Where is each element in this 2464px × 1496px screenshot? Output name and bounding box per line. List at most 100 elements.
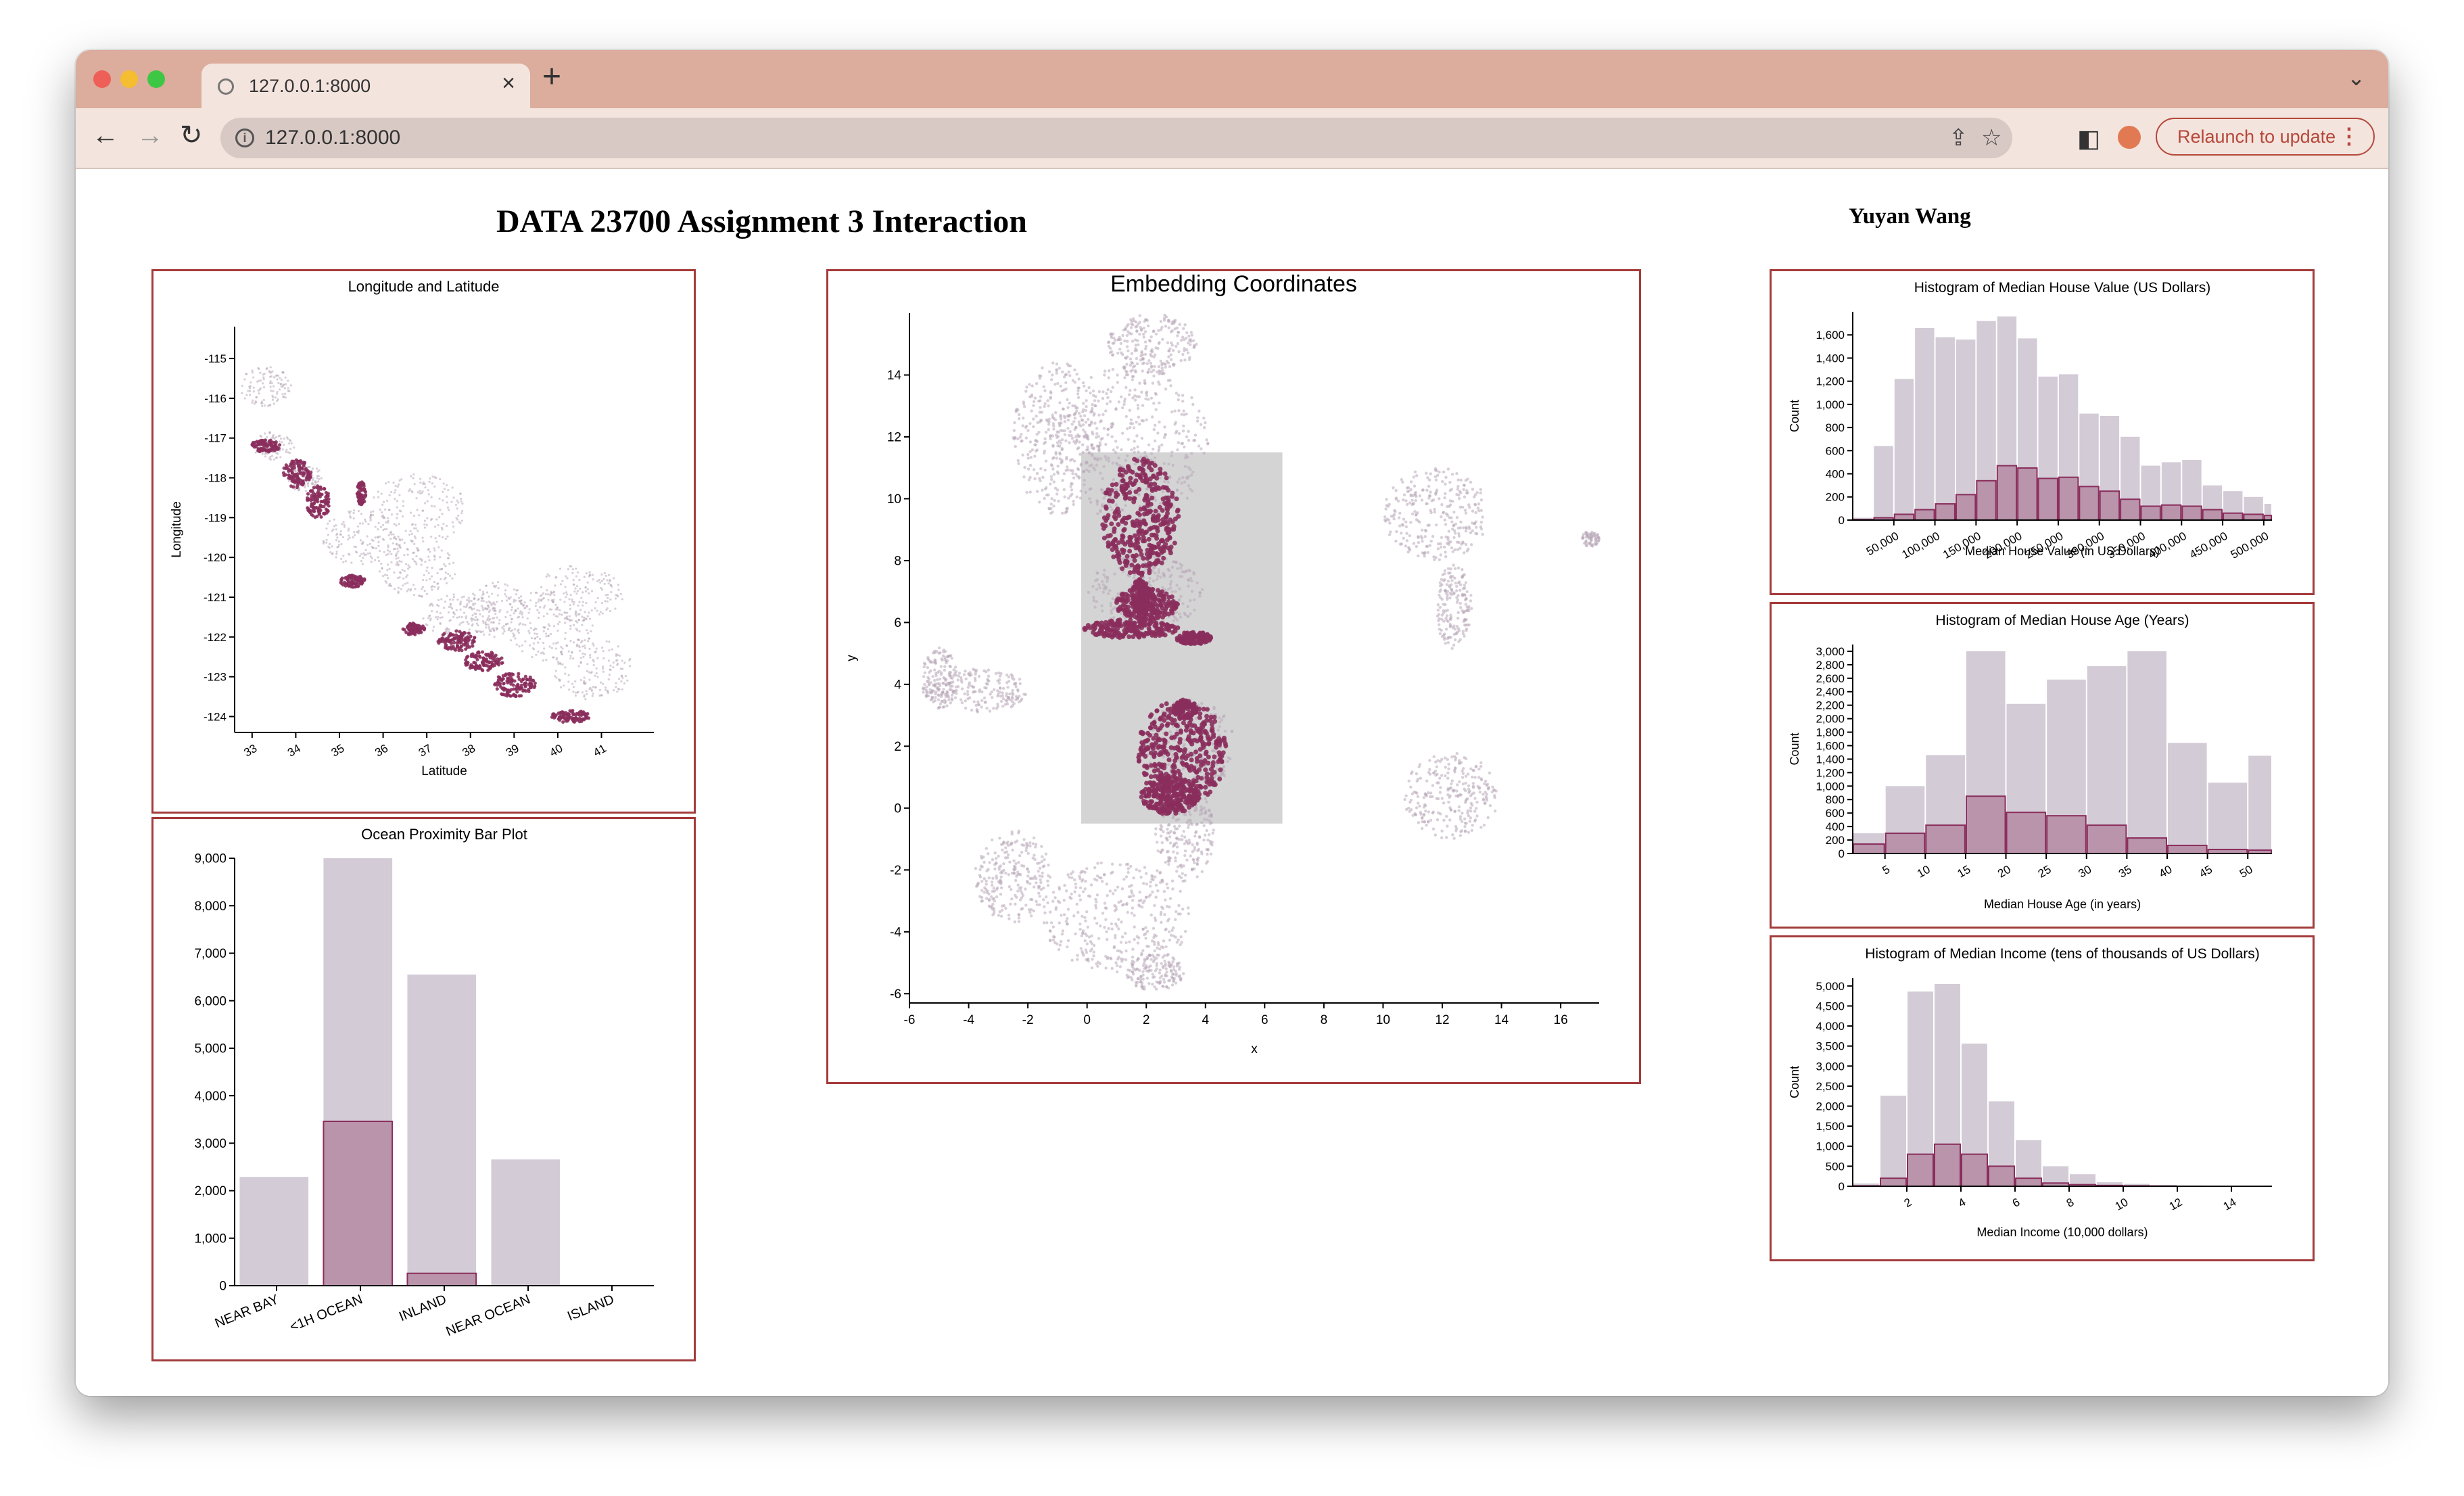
data-point <box>922 665 926 669</box>
x-tick-label: 37 <box>417 742 434 759</box>
data-point <box>505 599 508 602</box>
data-point <box>1191 402 1195 406</box>
zoom-window-button[interactable] <box>147 70 165 88</box>
data-point <box>1182 745 1185 749</box>
data-point <box>342 521 345 523</box>
data-point <box>288 390 291 393</box>
data-point <box>542 615 545 617</box>
data-point <box>564 637 567 640</box>
data-point <box>1014 698 1018 701</box>
data-point <box>1110 966 1114 971</box>
data-point <box>1054 908 1058 911</box>
data-point <box>1147 443 1151 447</box>
site-info-icon[interactable]: i <box>235 128 254 147</box>
address-bar[interactable]: i 127.0.0.1:8000 ⇪ ☆ <box>220 118 2012 158</box>
data-point <box>572 603 575 606</box>
data-point <box>325 541 328 544</box>
data-point <box>1187 341 1190 345</box>
data-point <box>1189 488 1192 491</box>
data-point <box>1143 340 1147 344</box>
data-point <box>1096 457 1099 461</box>
data-point <box>430 575 433 578</box>
data-point <box>282 383 285 386</box>
data-point <box>1129 357 1133 361</box>
data-point <box>1171 887 1175 891</box>
forward-arrow-icon[interactable]: → <box>137 120 164 150</box>
data-point <box>1074 435 1078 438</box>
data-point <box>1154 408 1158 411</box>
data-point <box>390 533 393 536</box>
data-point <box>343 523 346 526</box>
reload-icon[interactable]: ↻ <box>180 120 203 150</box>
data-point <box>1115 970 1119 974</box>
data-point <box>1101 590 1106 594</box>
selected-point <box>557 715 562 719</box>
data-point <box>1070 482 1074 486</box>
data-point <box>605 594 607 597</box>
data-point <box>1109 505 1112 509</box>
data-point <box>252 376 255 379</box>
data-point <box>1167 930 1171 934</box>
browser-tab[interactable]: 127.0.0.1:8000 × <box>202 64 530 108</box>
data-point <box>1177 477 1181 481</box>
tab-search-chevron-icon[interactable]: ⌄ <box>2347 66 2365 90</box>
selected-point <box>353 585 357 589</box>
data-point <box>304 490 308 492</box>
data-point <box>1127 393 1131 396</box>
data-point <box>1114 922 1118 926</box>
data-point <box>451 486 454 489</box>
minimize-window-button[interactable] <box>120 70 138 88</box>
data-point <box>568 598 571 601</box>
data-point <box>488 619 490 622</box>
close-tab-icon[interactable]: × <box>502 70 515 96</box>
data-point <box>1017 417 1021 421</box>
data-point <box>1097 413 1101 417</box>
data-point <box>583 680 586 682</box>
data-point <box>252 386 255 389</box>
data-point <box>1150 913 1153 917</box>
data-point <box>241 384 243 388</box>
side-panel-icon[interactable]: ◧ <box>2077 124 2101 152</box>
data-point <box>481 620 485 623</box>
data-point <box>974 690 977 693</box>
data-point <box>457 515 460 517</box>
selected-point <box>512 687 516 691</box>
data-point <box>1200 447 1203 450</box>
back-arrow-icon[interactable]: ← <box>92 120 119 150</box>
extension-icon[interactable] <box>2118 126 2141 149</box>
data-point <box>458 615 460 618</box>
bookmark-star-icon[interactable]: ☆ <box>1981 125 2002 151</box>
data-point <box>1195 822 1198 826</box>
data-point <box>1153 916 1157 920</box>
data-point <box>447 489 450 492</box>
data-point <box>1169 353 1172 356</box>
data-point <box>949 681 953 684</box>
data-point <box>430 505 433 507</box>
data-point <box>1154 718 1157 721</box>
share-icon[interactable]: ⇪ <box>1949 125 1968 151</box>
data-point <box>561 663 564 665</box>
data-point <box>609 668 611 671</box>
address-url[interactable]: 127.0.0.1:8000 <box>265 126 401 149</box>
embedding-chart[interactable]: Embedding Coordinates-6 -4 -2 0 2 4 6 8 10 12 14 16… <box>828 271 1639 1082</box>
selected-point <box>404 630 408 634</box>
data-point <box>1108 589 1112 592</box>
data-point <box>1178 612 1181 615</box>
new-tab-button[interactable]: + <box>542 59 562 95</box>
menu-dots-icon[interactable]: ⋮ <box>2338 124 2360 148</box>
data-point <box>575 611 577 614</box>
data-point <box>532 642 535 645</box>
selected-point <box>358 500 362 505</box>
data-point <box>1064 510 1068 514</box>
data-point <box>469 605 471 609</box>
data-point <box>479 613 481 615</box>
data-point <box>1182 409 1185 413</box>
close-window-button[interactable] <box>93 70 111 88</box>
data-point <box>552 601 554 604</box>
data-point <box>1149 881 1152 884</box>
data-point <box>1090 443 1093 447</box>
data-point <box>628 659 631 661</box>
relaunch-button[interactable]: Relaunch to update ⋮ <box>2156 118 2375 156</box>
